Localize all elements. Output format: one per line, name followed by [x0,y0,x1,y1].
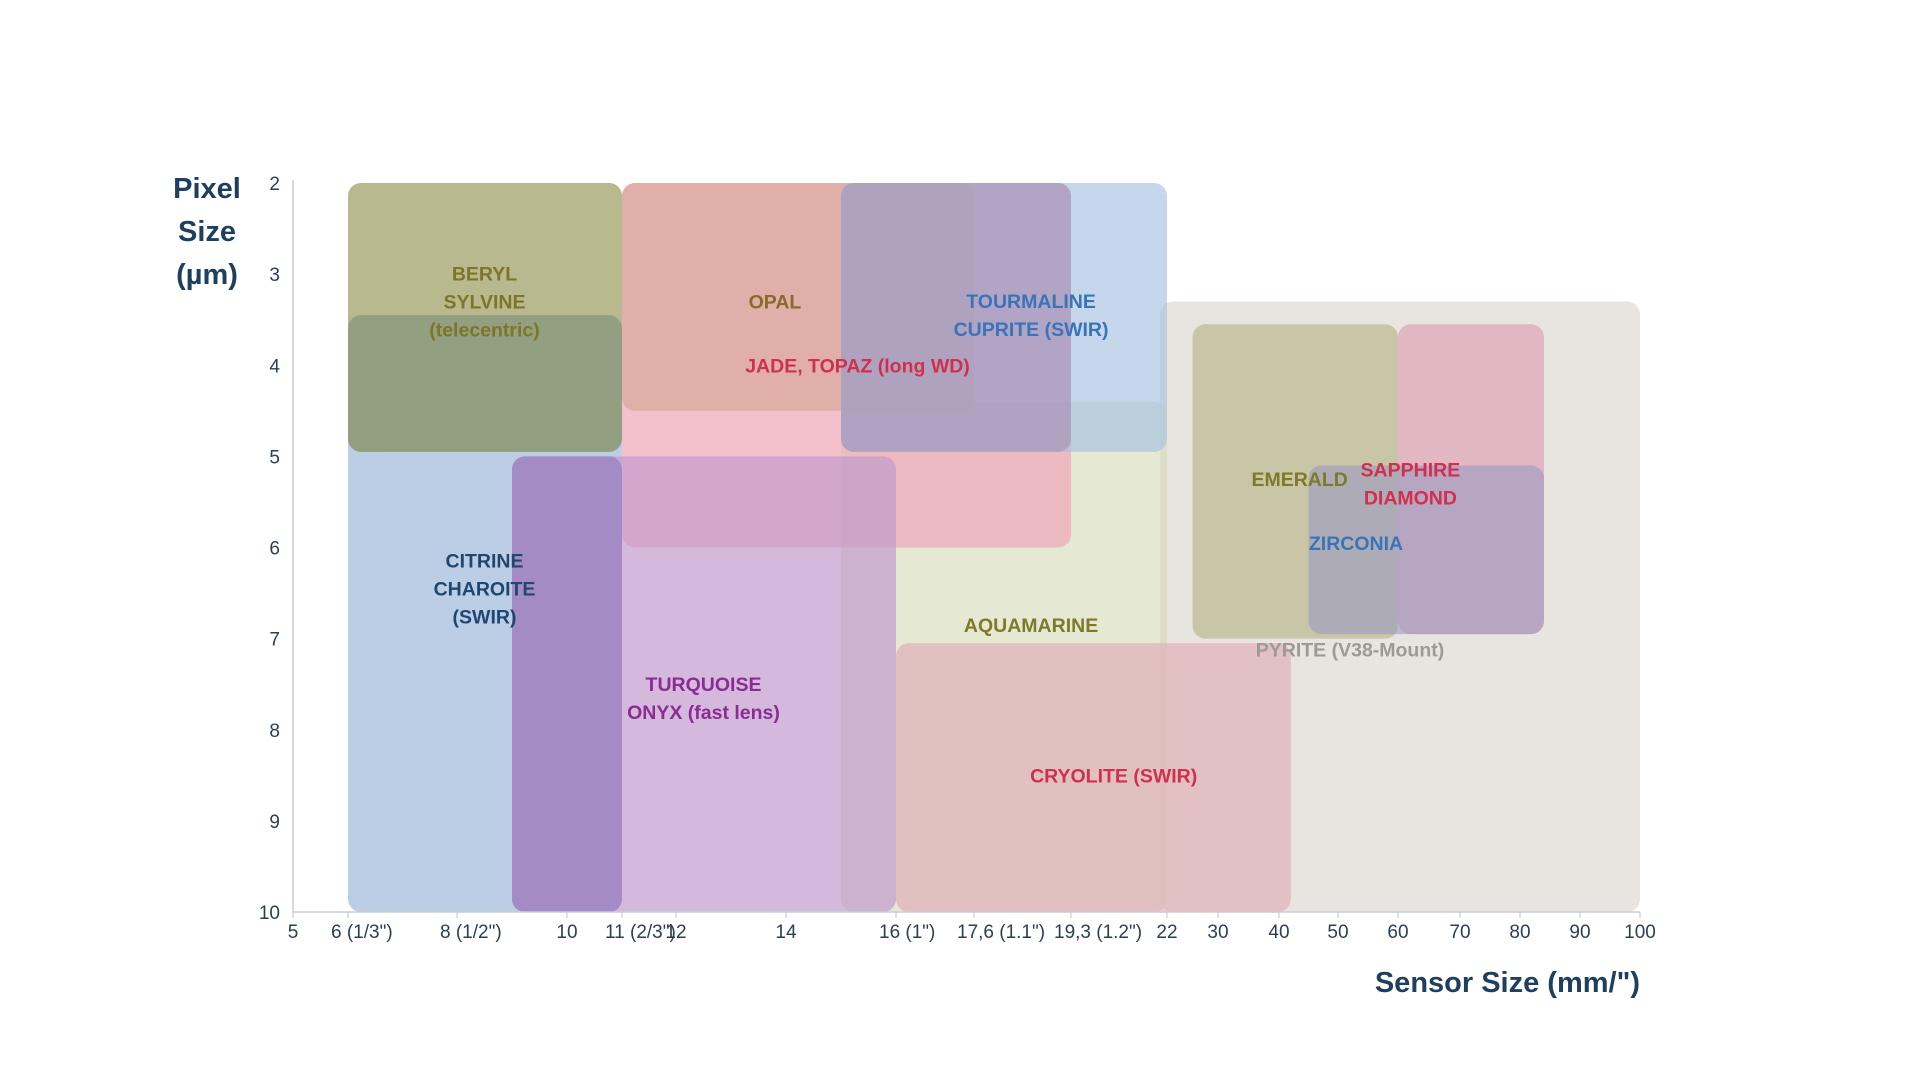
region-label: PYRITE (V38-Mount) [1256,640,1445,662]
x-tick-label: 10 [556,922,577,943]
x-tick-label: 22 [1156,922,1177,943]
x-tick-label: 12 [665,922,686,943]
y-tick-label: 2 [269,174,280,195]
axes-layer [292,180,1640,913]
x-ticks: 5 6 (1/3") 8 (1/2") 10 11 (2/3")12 14 16 (1") 1… [288,912,1656,943]
y-tick-label: 6 [269,539,280,560]
y-tick-label: 8 [269,721,280,742]
x-tick-label: 6 (1/3") [331,922,393,943]
region-label: ZIRCONIA [1309,533,1403,555]
x-tick-label: 90 [1569,922,1590,943]
y-tick-label: 9 [269,812,280,833]
region-label: SAPPHIRE DIAMOND [1361,460,1461,510]
region-tourmaline [841,183,1071,452]
x-tick-label: 70 [1449,922,1470,943]
region-label: TURQUOISE ONYX (fast lens) [627,674,780,724]
y-tick-label: 7 [269,630,280,651]
x-tick-label: 30 [1207,922,1228,943]
x-tick-label: 100 [1624,922,1656,943]
region-label: AQUAMARINE [964,615,1098,637]
y-axis-label: Pixel Size (µm) [173,173,241,291]
region-label: CITRINE CHAROITE (SWIR) [434,551,536,629]
x-tick-label: 11 (2/3") [605,922,676,943]
region-cryolite [896,643,1291,912]
x-tick-label: 5 [288,922,299,943]
x-tick-label: 50 [1327,922,1348,943]
region-label: CRYOLITE (SWIR) [1030,765,1197,787]
region-sylvine [348,315,622,452]
x-tick-label: 40 [1268,922,1289,943]
region-label: TOURMALINE CUPRITE (SWIR) [954,291,1109,341]
y-tick-label: 3 [269,265,280,286]
x-tick-label: 8 (1/2") [440,922,502,943]
x-axis-label: Sensor Size (mm/") [1375,967,1640,999]
x-tick-label: 14 [775,922,797,943]
region-label: OPAL [749,291,802,313]
x-tick-label: 17,6 (1.1") [957,922,1045,943]
region-labels: BERYL SYLVINE (telecentric) OPAL TOURMALINE C… [429,263,1460,787]
y-tick-label: 10 [259,903,280,924]
x-tick-label: 60 [1387,922,1408,943]
region-label: JADE, TOPAZ (long WD) [745,355,970,377]
region-onyx [512,456,622,912]
x-tick-label: 19,3 (1.2") [1054,922,1142,943]
y-tick-label: 4 [269,356,280,377]
region-label: BERYL SYLVINE (telecentric) [429,263,540,341]
region-label: EMERALD [1251,469,1347,491]
region-zirconia [1308,465,1544,635]
y-tick-label: 5 [269,447,280,468]
regions-layer [348,183,1640,912]
x-tick-label: 80 [1509,922,1530,943]
y-ticks: 2 3 4 5 6 7 8 9 10 [259,174,281,924]
x-tick-label: 16 (1") [879,922,935,943]
